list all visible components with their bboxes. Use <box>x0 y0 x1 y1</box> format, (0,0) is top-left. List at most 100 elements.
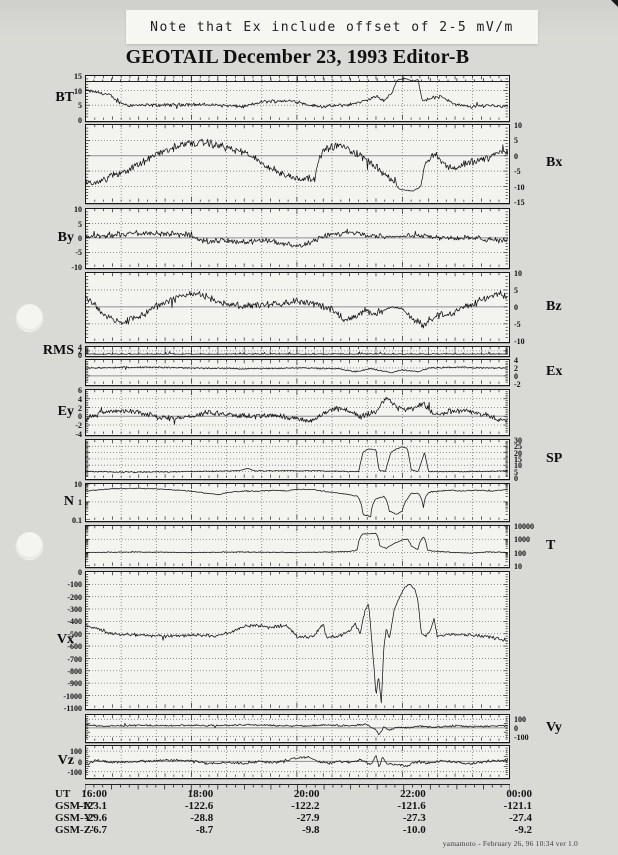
t-ytick-10: 10 <box>514 561 522 571</box>
top-time-ruler <box>84 69 511 82</box>
by-vertical-gridlines <box>120 209 474 267</box>
bx-vertical-gridlines <box>120 125 474 202</box>
page-title: GEOTAIL December 23, 1993 Editor-B <box>125 46 470 68</box>
ex-ytick-2: 2 <box>514 364 518 374</box>
vx-ytick--100: -100 <box>67 580 82 590</box>
panel-label-ex: Ex <box>546 363 563 379</box>
ey-ytick--4: -4 <box>75 429 82 439</box>
panel-vz <box>85 745 510 779</box>
panel-vx <box>85 571 510 710</box>
bz-ytick--10: -10 <box>514 336 525 346</box>
bz-ytick--5: -5 <box>514 319 521 329</box>
bt-ytick-10: 10 <box>74 86 82 96</box>
axis-value-gsm-z'-3: -10.0 <box>402 824 426 836</box>
vx-ytick--800: -800 <box>67 666 82 676</box>
bt-vertical-gridlines <box>120 76 474 120</box>
vx-ytick--600: -600 <box>67 642 82 652</box>
panel-label-ey: Ey <box>57 403 74 419</box>
axis-value-gsm-x'-4: -121.1 <box>503 800 532 812</box>
ey-y-edge-ticks <box>86 391 508 433</box>
vx-ytick--300: -300 <box>67 605 82 615</box>
panel-sp <box>85 439 510 480</box>
bz-x-edge-ticks <box>94 273 500 341</box>
axis-value-ut-0: 16:00 <box>81 788 107 800</box>
vx-x-edge-ticks <box>94 572 500 708</box>
panel-label-n: N <box>63 493 74 509</box>
hole-punch-top <box>16 304 43 331</box>
ey-ytick--2: -2 <box>75 421 82 431</box>
bz-ytick-0: 0 <box>514 303 518 312</box>
rms-ytick-4: 4 <box>78 343 82 353</box>
n-x-edge-ticks <box>94 484 500 520</box>
bottom-time-ruler <box>84 780 511 793</box>
by-y-edge-ticks <box>86 211 508 265</box>
bx-ytick--5: -5 <box>514 167 521 177</box>
bt-ytick-0: 0 <box>78 115 82 125</box>
sp-trace <box>86 446 508 474</box>
vx-ytick--200: -200 <box>67 592 82 602</box>
panel-label-vx: Vx <box>56 631 74 647</box>
by-trace <box>86 228 508 248</box>
vx-ytick--500: -500 <box>67 629 82 639</box>
axis-value-gsm-z'-4: -9.2 <box>514 824 532 836</box>
vz-ytick-100: 100 <box>70 747 82 757</box>
axis-value-ut-4: 00:00 <box>506 788 532 800</box>
sp-ytick-20: 20 <box>514 448 522 458</box>
vx-ytick--400: -400 <box>67 617 82 627</box>
bx-x-edge-ticks <box>94 125 500 202</box>
panel-label-bx: Bx <box>546 155 563 170</box>
n-ytick-10: 10 <box>74 480 82 490</box>
by-ytick--10: -10 <box>71 262 82 272</box>
axis-value-ut-1: 18:00 <box>187 788 214 800</box>
rms-ytick-0: 0 <box>78 350 82 360</box>
ex-trace <box>86 366 508 374</box>
credit-text: yamamoto - February 26, 96 10:34 ver 1.0 <box>442 839 578 848</box>
vy-ytick-100: 100 <box>514 715 526 725</box>
note-strip: Note that Ex include offset of 2-5 mV/m <box>126 10 538 44</box>
t-vertical-gridlines <box>120 526 474 566</box>
axis-row-label-gsm-z': GSM-Z' <box>55 824 95 836</box>
ex-y-edge-ticks <box>86 361 508 383</box>
axis-value-gsm-x'-2: -122.2 <box>291 800 320 812</box>
sp-ytick-0: 0 <box>514 473 518 483</box>
panel-bt <box>85 75 510 122</box>
n-ytick-1: 1 <box>78 498 82 507</box>
panel-rms <box>85 346 510 357</box>
ex-ytick--2: -2 <box>514 379 521 389</box>
bt-ytick-5: 5 <box>78 101 82 111</box>
axis-value-gsm-y'-1: -28.8 <box>190 812 214 824</box>
vz-x-edge-ticks <box>94 746 500 777</box>
axis-value-gsm-x'-3: -121.6 <box>397 800 426 812</box>
axis-value-ut-2: 20:00 <box>293 788 320 800</box>
by-ytick--5: -5 <box>75 248 82 258</box>
vy-ytick-0: 0 <box>514 724 518 733</box>
panel-t <box>85 525 510 568</box>
vz-ytick-0: 0 <box>78 757 82 767</box>
ey-ytick-0: 0 <box>78 412 82 422</box>
panel-by <box>85 208 510 269</box>
bx-ytick--10: -10 <box>514 182 525 192</box>
vy-trace <box>86 722 508 736</box>
panel-bx <box>85 124 510 204</box>
sp-x-edge-ticks <box>94 440 500 478</box>
bz-ytick-10: 10 <box>514 269 522 279</box>
axis-value-gsm-z'-1: -8.7 <box>195 824 214 836</box>
panel-label-rms: RMS <box>42 342 74 358</box>
panel-ey <box>85 389 510 436</box>
bz-trace <box>86 290 508 329</box>
ey-trace <box>86 396 508 425</box>
bz-ytick-5: 5 <box>514 286 518 296</box>
panel-label-sp: SP <box>546 450 563 466</box>
t-ytick-1000: 1000 <box>514 535 530 545</box>
vy-ytick--100: -100 <box>514 732 529 742</box>
vx-vertical-gridlines <box>120 572 474 708</box>
hole-punch-bottom <box>16 532 43 559</box>
bx-y-edge-ticks <box>86 127 508 200</box>
by-ytick-0: 0 <box>78 234 82 243</box>
t-x-edge-ticks <box>94 526 500 566</box>
bx-ytick-10: 10 <box>514 121 522 131</box>
sp-ytick-10: 10 <box>514 461 522 471</box>
vx-ytick--1100: -1100 <box>63 703 82 713</box>
vz-ytick--100: -100 <box>67 767 82 777</box>
vx-horizontal-gridlines <box>86 583 508 696</box>
